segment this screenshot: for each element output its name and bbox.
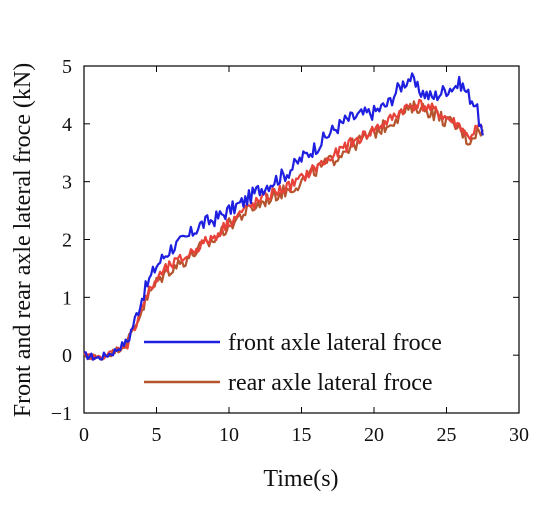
x-tick-label: 25 — [437, 424, 457, 446]
y-tick-label: 5 — [62, 56, 72, 78]
x-tick-label: 10 — [219, 424, 239, 446]
y-tick-label: −1 — [51, 403, 72, 425]
legend-label-1: rear axle lateral froce — [228, 370, 433, 396]
x-tick-label: 15 — [292, 424, 312, 446]
x-tick-label: 5 — [152, 424, 162, 446]
y-tick-label: 2 — [62, 230, 72, 252]
x-tick-label: 20 — [364, 424, 384, 446]
y-tick-label: 0 — [62, 345, 72, 367]
x-axis-title: Time(s) — [263, 466, 338, 492]
y-tick-label: 3 — [62, 172, 72, 194]
series-group — [82, 72, 484, 361]
series-line-2 — [83, 98, 483, 361]
legend-label-0: front axle lateral froce — [228, 330, 442, 356]
legend: front axle lateral froce rear axle latera… — [144, 330, 442, 396]
ticks: 0 5 10 15 20 25 30 −1 0 1 2 3 4 5 — [51, 56, 529, 446]
x-tick-label: 30 — [509, 424, 529, 446]
y-axis-title: Front and rear axle lateral froce (kN) — [10, 63, 36, 417]
y-tick-label: 4 — [62, 114, 72, 136]
series-line-0 — [83, 72, 484, 361]
y-tick-label: 1 — [62, 287, 72, 309]
x-tick-label: 0 — [79, 424, 89, 446]
series-line-1 — [82, 100, 484, 361]
